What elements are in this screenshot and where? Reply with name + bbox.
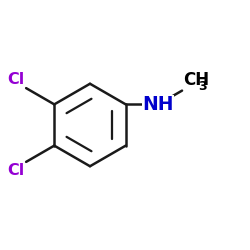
Text: CH: CH [183, 72, 210, 90]
Text: 3: 3 [198, 80, 206, 92]
Text: Cl: Cl [8, 72, 25, 87]
Text: NH: NH [142, 95, 174, 114]
Text: Cl: Cl [8, 163, 25, 178]
